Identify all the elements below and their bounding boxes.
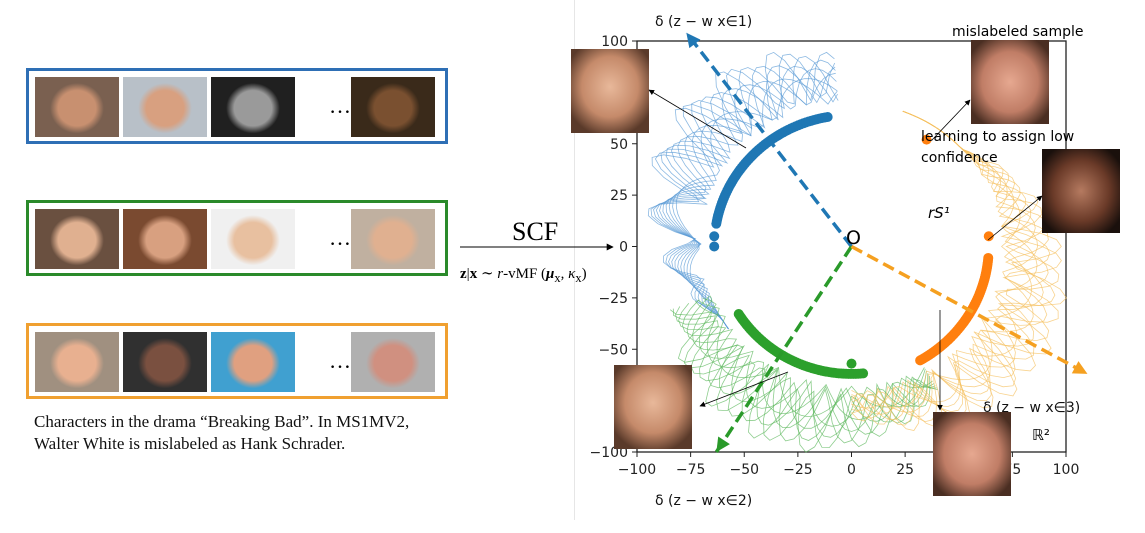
face-photo — [35, 209, 119, 269]
x-tick-label: 0 — [847, 462, 856, 478]
face-thumbnail — [1042, 149, 1120, 233]
density-curve — [851, 110, 1068, 431]
density-curve — [647, 51, 835, 330]
embedding-point — [822, 111, 833, 122]
face-photo — [351, 77, 435, 137]
ellipsis: … — [329, 93, 351, 118]
scf-label: SCF — [512, 217, 559, 246]
direction-arrow — [714, 245, 853, 453]
face-thumbnail — [971, 40, 1049, 124]
y-tick-label: 25 — [610, 188, 628, 204]
pointer-arrow — [931, 99, 971, 141]
sphere-label: rS¹ — [928, 204, 950, 222]
caption-line-1: Characters in the drama “Breaking Bad”. … — [34, 412, 410, 431]
face-photo — [351, 209, 435, 269]
face-photo — [35, 77, 119, 137]
embedding-point — [983, 231, 994, 242]
face-photo — [123, 209, 207, 269]
y-tick-label: 50 — [610, 137, 628, 153]
density-curve — [650, 53, 836, 330]
direction-arrow — [684, 31, 853, 248]
face-photo — [211, 332, 295, 392]
low-confidence-label-1: learning to assign low — [921, 129, 1074, 145]
pointer-arrow — [648, 89, 747, 149]
identity-group-box: … — [26, 323, 448, 399]
density-curve — [672, 308, 931, 448]
pointer-arrow — [699, 371, 789, 407]
density-curve — [665, 68, 837, 330]
density-curve — [694, 300, 925, 418]
y-tick-label: 0 — [619, 240, 628, 256]
space-label: ℝ² — [1032, 426, 1050, 444]
embedding-point — [983, 252, 994, 263]
ellipsis: … — [329, 225, 351, 250]
embedding-point — [846, 358, 857, 369]
x-tick-label: 100 — [1053, 462, 1080, 478]
x-tick-label: −50 — [729, 462, 759, 478]
embedding-point — [858, 368, 869, 379]
face-photo — [123, 77, 207, 137]
distribution-formula: z|x ∼ r-vMF (μx, κx) — [460, 266, 587, 285]
arrow-head — [686, 32, 701, 49]
divider — [574, 0, 575, 520]
density-curve — [697, 299, 933, 421]
direction-arrow — [850, 244, 1089, 376]
face-thumbnail — [614, 365, 692, 449]
x-tick-label: 25 — [896, 462, 914, 478]
direction-label: δ (z − w x∈1) — [655, 14, 752, 30]
embedding-point — [709, 231, 720, 242]
x-tick-label: −100 — [618, 462, 656, 478]
face-photo — [351, 332, 435, 392]
identity-group-box: … — [26, 200, 448, 276]
figure-caption: Characters in the drama “Breaking Bad”. … — [34, 411, 494, 455]
y-tick-label: −50 — [598, 342, 628, 358]
identity-group-box: … — [26, 68, 448, 144]
embedding-point — [921, 134, 932, 145]
face-thumbnail — [571, 49, 649, 133]
face-photo — [123, 332, 207, 392]
density-curve — [678, 302, 929, 441]
face-photo — [211, 77, 295, 137]
face-photo — [211, 209, 295, 269]
density-curve — [653, 55, 839, 330]
x-tick-label: −75 — [676, 462, 706, 478]
arrow-head — [1071, 361, 1088, 374]
direction-label: δ (z − w x∈2) — [655, 493, 752, 509]
caption-line-2: Walter White is mislabeled as Hank Schra… — [34, 434, 346, 453]
arrow-head — [716, 436, 730, 452]
embedding-point — [709, 241, 720, 252]
y-tick-label: −25 — [598, 291, 628, 307]
density-curve — [662, 65, 838, 330]
face-thumbnail — [933, 412, 1011, 496]
origin-label: O — [846, 227, 861, 249]
density-curve — [669, 309, 938, 453]
ellipsis: … — [329, 348, 351, 373]
low-confidence-label-2: confidence — [921, 150, 998, 166]
y-tick-label: 100 — [601, 34, 628, 50]
mislabeled-label: mislabeled sample — [952, 24, 1084, 40]
face-photo — [35, 332, 119, 392]
density-curve — [659, 65, 836, 330]
density-curve — [686, 295, 927, 432]
pointer-arrow — [987, 195, 1043, 241]
x-tick-label: −25 — [783, 462, 813, 478]
